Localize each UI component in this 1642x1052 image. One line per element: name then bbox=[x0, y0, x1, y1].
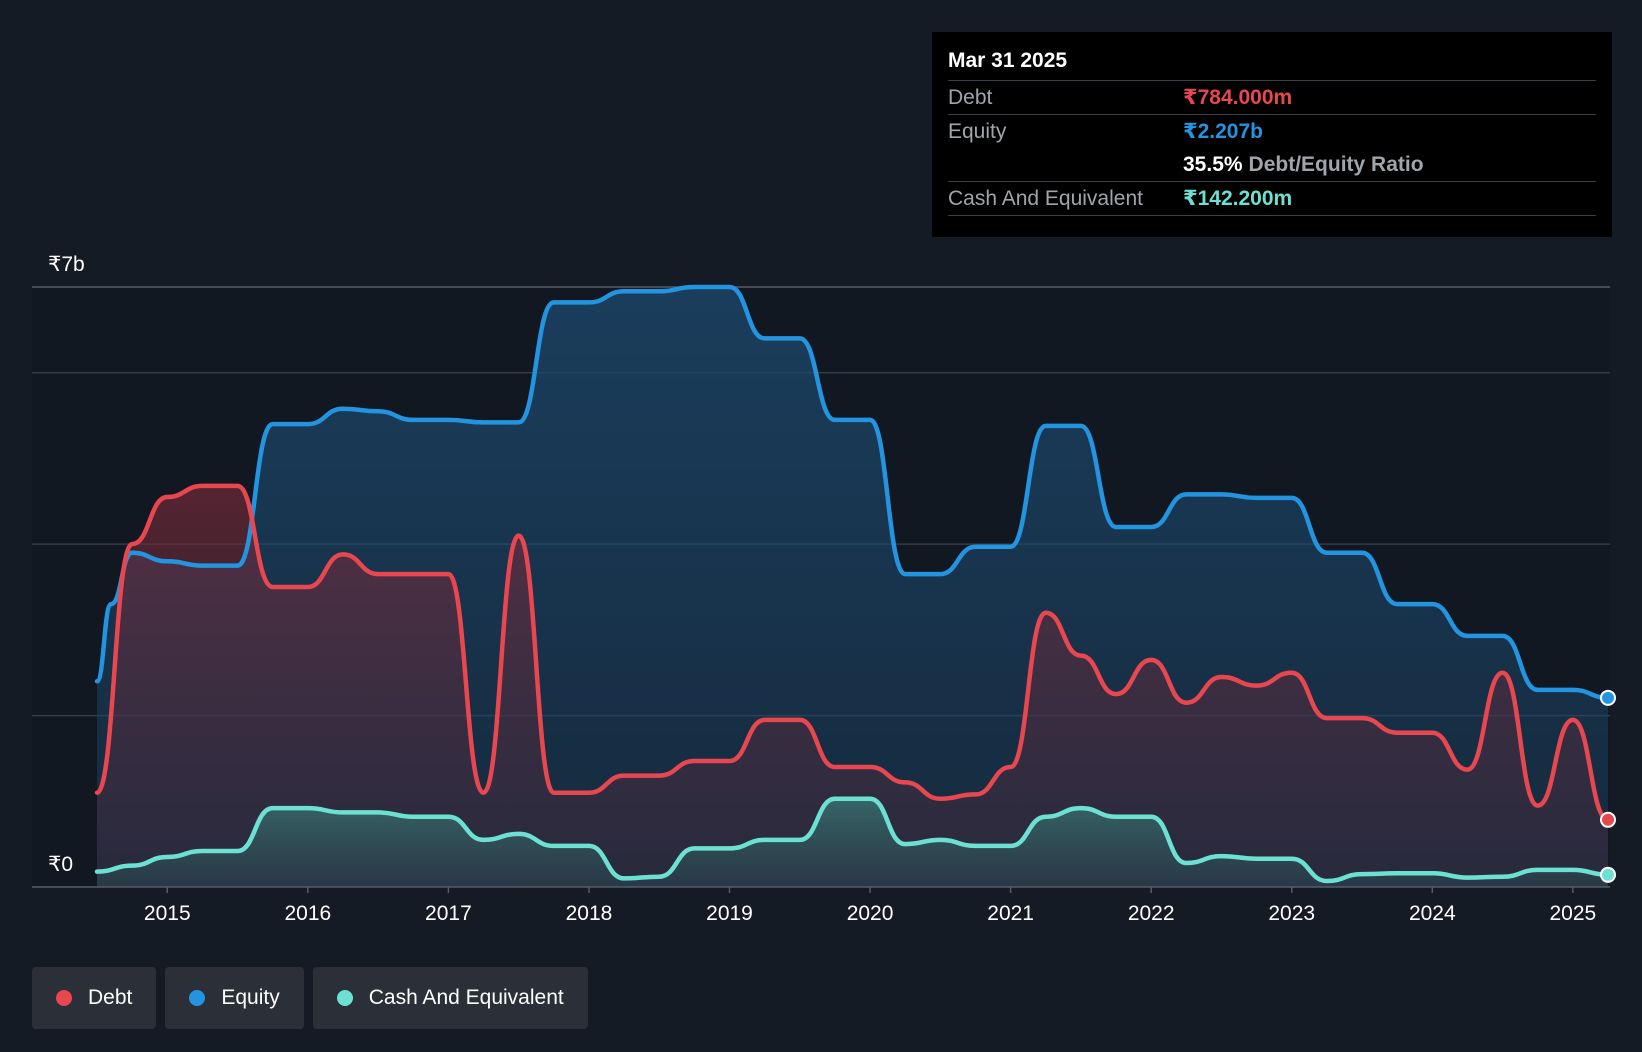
debt-area bbox=[97, 485, 1608, 887]
tooltip-equity-value: ₹2.207b bbox=[1183, 120, 1263, 143]
legend-equity-dot-icon bbox=[189, 990, 206, 1006]
x-tick-label-2021: 2021 bbox=[987, 902, 1034, 925]
chart-legend: Debt Equity Cash And Equivalent bbox=[32, 967, 588, 1029]
cash-series-line bbox=[94, 796, 1611, 884]
x-tick-label-2017: 2017 bbox=[425, 902, 472, 925]
legend-cash-dot-icon bbox=[336, 990, 353, 1006]
tooltip-row-debt: Debt ₹784.000m bbox=[948, 81, 1596, 115]
x-tick-label-2024: 2024 bbox=[1409, 902, 1456, 925]
legend-item-equity[interactable]: Equity bbox=[165, 967, 304, 1029]
x-tick-label-2019: 2019 bbox=[706, 902, 753, 925]
debt-end-marker[interactable] bbox=[1600, 811, 1616, 828]
tooltip-ratio-label: Debt/Equity Ratio bbox=[1248, 152, 1424, 176]
tooltip-row-equity: Equity ₹2.207b bbox=[948, 115, 1596, 148]
x-tick-label-2025: 2025 bbox=[1550, 902, 1597, 925]
equity-series-line bbox=[94, 284, 1611, 701]
legend-debt-label: Debt bbox=[88, 986, 133, 1009]
x-tick-label-2016: 2016 bbox=[284, 902, 331, 925]
x-tick-label-2020: 2020 bbox=[847, 902, 894, 925]
tooltip-row-ratio: 35.5% Debt/Equity Ratio bbox=[948, 148, 1596, 182]
y-axis-max-label: ₹7b bbox=[48, 253, 85, 276]
x-tick-label-2018: 2018 bbox=[566, 902, 613, 925]
equity-end-marker[interactable] bbox=[1600, 689, 1616, 706]
cash-area bbox=[97, 798, 1608, 887]
legend-debt-dot-icon bbox=[56, 990, 72, 1006]
tooltip-ratio-value: 35.5% bbox=[1183, 152, 1243, 176]
tooltip-row-cash: Cash And Equivalent ₹142.200m bbox=[948, 182, 1596, 216]
tooltip-cash-value: ₹142.200m bbox=[1183, 187, 1293, 210]
legend-item-cash[interactable]: Cash And Equivalent bbox=[312, 967, 588, 1029]
legend-equity-label: Equity bbox=[221, 986, 280, 1009]
tooltip-cash-label: Cash And Equivalent bbox=[948, 186, 1143, 210]
x-tick-label-2022: 2022 bbox=[1128, 902, 1175, 925]
legend-cash-label: Cash And Equivalent bbox=[368, 986, 564, 1009]
cash-end-marker[interactable] bbox=[1600, 866, 1616, 883]
x-tick-label-2015: 2015 bbox=[144, 902, 191, 925]
y-axis-min-label: ₹0 bbox=[48, 853, 73, 876]
debt-series-line bbox=[94, 483, 1611, 823]
tooltip-debt-value: ₹784.000m bbox=[1183, 86, 1293, 109]
x-tick-label-2023: 2023 bbox=[1268, 902, 1315, 925]
tooltip-equity-label: Equity bbox=[948, 119, 1007, 143]
legend-item-debt[interactable]: Debt bbox=[32, 967, 157, 1029]
tooltip-date: Mar 31 2025 bbox=[948, 46, 1596, 81]
tooltip-panel: Mar 31 2025 Debt ₹784.000m Equity ₹2.207… bbox=[932, 32, 1612, 237]
tooltip-debt-label: Debt bbox=[948, 85, 993, 109]
